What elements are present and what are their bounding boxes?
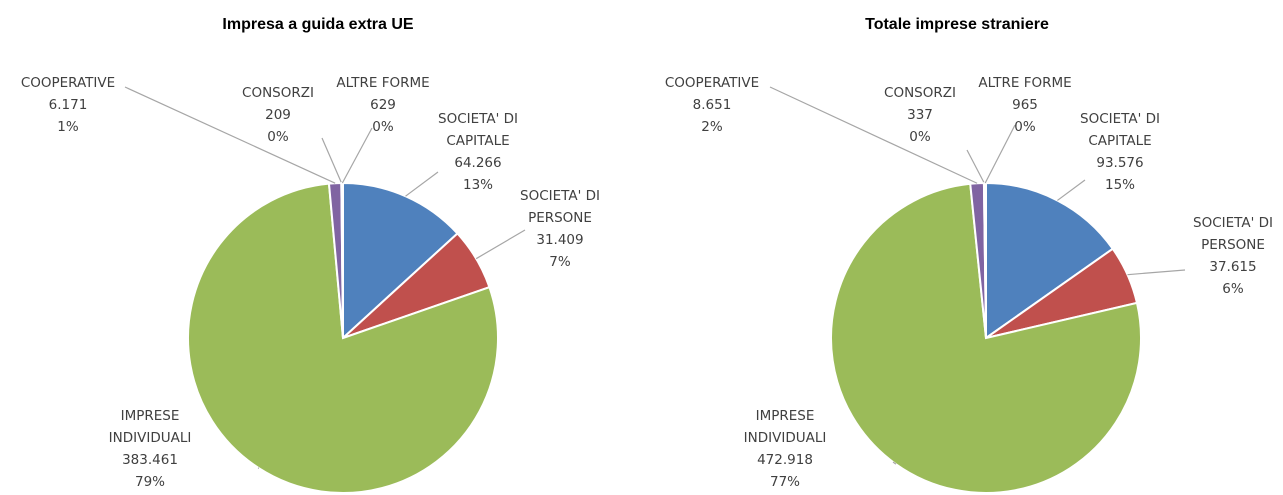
percent-label: 2% (701, 119, 723, 135)
leader-line (321, 137, 343, 184)
pie-slice (985, 181, 1115, 340)
category-label: SOCIETA' DI CAPITALE (438, 111, 518, 149)
category-label: COOPERATIVE (664, 75, 760, 91)
data-label: IMPRESE INDIVIDUALI 383.461 79% (94, 405, 206, 493)
percent-label: 0% (1014, 119, 1036, 135)
value-label: 383.461 (122, 452, 178, 468)
category-label: CONSORZI (884, 85, 956, 101)
data-label: CONSORZI 209 0% (222, 82, 334, 148)
value-label: 965 (1012, 97, 1038, 113)
data-label: SOCIETA' DI PERSONE 37.615 6% (1177, 212, 1283, 300)
data-label: COOPERATIVE 6.171 1% (12, 72, 124, 138)
category-label: SOCIETA' DI CAPITALE (1080, 111, 1160, 149)
percent-label: 0% (909, 129, 931, 145)
category-label: IMPRESE INDIVIDUALI (108, 408, 192, 446)
percent-label: 0% (372, 119, 394, 135)
pie-slice (340, 181, 344, 339)
data-label: SOCIETA' DI CAPITALE 93.576 15% (1064, 108, 1176, 196)
data-label: SOCIETA' DI PERSONE 31.409 7% (504, 185, 616, 273)
data-label: ALTRE FORME 629 0% (327, 72, 439, 138)
category-label: ALTRE FORME (336, 75, 430, 91)
value-label: 8.651 (692, 97, 732, 113)
category-label: COOPERATIVE (20, 75, 116, 91)
percent-label: 0% (267, 129, 289, 145)
percent-label: 1% (57, 119, 79, 135)
value-label: 37.615 (1209, 259, 1257, 275)
leader-line (405, 171, 439, 197)
value-label: 629 (370, 97, 396, 113)
leader-line (124, 86, 336, 184)
percent-label: 79% (134, 474, 165, 490)
leader-line (475, 229, 526, 260)
leader-line (1127, 269, 1186, 276)
leader-line (984, 124, 1016, 184)
chart-title: Totale imprese straniere (865, 16, 1049, 33)
value-label: 93.576 (1096, 155, 1144, 171)
pie-slice (342, 181, 459, 341)
value-label: 31.409 (536, 232, 584, 248)
value-label: 6.171 (48, 97, 88, 113)
data-label: SOCIETA' DI CAPITALE 64.266 13% (422, 108, 534, 196)
leader-line (341, 127, 373, 184)
data-label: CONSORZI 337 0% (864, 82, 976, 148)
percent-label: 7% (549, 254, 571, 270)
data-label: IMPRESE INDIVIDUALI 472.918 77% (729, 405, 841, 493)
category-label: CONSORZI (242, 85, 314, 101)
leader-line (892, 461, 897, 465)
leader-line (1057, 179, 1086, 201)
data-label: COOPERATIVE 8.651 2% (656, 72, 768, 138)
value-label: 209 (265, 107, 291, 123)
data-label: ALTRE FORME 965 0% (969, 72, 1081, 138)
percent-label: 15% (1104, 177, 1135, 193)
percent-label: 77% (769, 474, 800, 490)
category-label: SOCIETA' DI PERSONE (520, 188, 600, 226)
chart-title: Impresa a guida extra UE (222, 16, 414, 33)
value-label: 472.918 (757, 452, 813, 468)
percent-label: 6% (1222, 281, 1244, 297)
pie-slice (187, 182, 499, 494)
category-label: IMPRESE INDIVIDUALI (743, 408, 827, 446)
leader-line (769, 86, 978, 184)
value-label: 337 (907, 107, 933, 123)
category-label: SOCIETA' DI PERSONE (1193, 215, 1273, 253)
leader-line (966, 149, 985, 184)
pie-slice (983, 181, 987, 339)
percent-label: 13% (462, 177, 493, 193)
category-label: ALTRE FORME (978, 75, 1072, 91)
value-label: 64.266 (454, 155, 502, 171)
